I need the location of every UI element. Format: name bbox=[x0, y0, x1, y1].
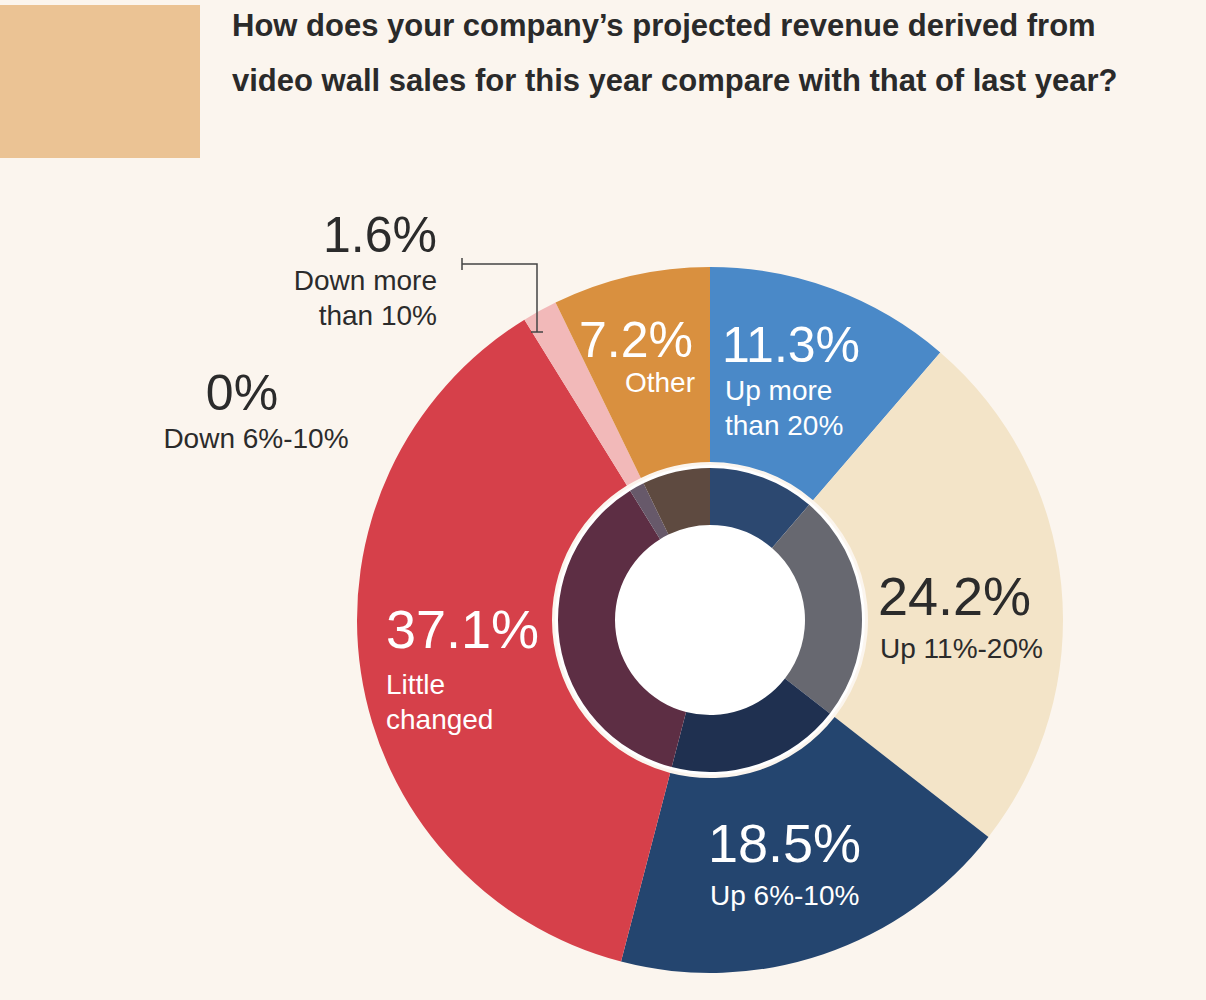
category-label: Little changed bbox=[386, 669, 493, 735]
ring-separator bbox=[555, 465, 865, 775]
inner-slice bbox=[643, 468, 710, 535]
donut bbox=[357, 267, 1063, 973]
value-label: 7.2% bbox=[579, 312, 693, 368]
value-label: 24.2% bbox=[878, 566, 1031, 626]
text-line: Up more bbox=[725, 375, 832, 406]
value-label: 1.6% bbox=[323, 207, 437, 263]
title-box bbox=[0, 5, 200, 158]
text-line: changed bbox=[386, 704, 493, 735]
category-label: Up more than 20% bbox=[725, 375, 843, 441]
background bbox=[0, 0, 1206, 1000]
text-line: Little bbox=[386, 669, 445, 700]
value-label: 18.5% bbox=[708, 813, 861, 873]
title: How does your company’s projected revenu… bbox=[232, 8, 1118, 98]
text-line: than 10% bbox=[319, 300, 437, 331]
callout-line bbox=[462, 258, 543, 332]
value-label: 11.3% bbox=[722, 317, 860, 373]
value-label: 0% bbox=[206, 365, 278, 421]
category-label: Down more than 10% bbox=[294, 265, 437, 331]
text-line: Down more bbox=[294, 265, 437, 296]
chart: How does your company’s projected revenu… bbox=[0, 0, 1206, 1000]
text-line: video wall sales for this year compare w… bbox=[232, 63, 1118, 98]
category-label: Up 6%-10% bbox=[710, 880, 859, 911]
category-label: Other bbox=[625, 367, 695, 398]
text-line: Down 6%-10% bbox=[163, 423, 348, 454]
text-line: Other bbox=[625, 367, 695, 398]
category-label: Down 6%-10% bbox=[163, 423, 348, 454]
text-line: than 20% bbox=[725, 410, 843, 441]
category-label: Up 11%-20% bbox=[880, 633, 1043, 664]
donut-hole bbox=[617, 527, 803, 713]
value-label: 37.1% bbox=[386, 599, 539, 659]
slice bbox=[556, 267, 710, 478]
text-line: Up 11%-20% bbox=[880, 633, 1043, 664]
text-line: How does your company’s projected revenu… bbox=[232, 8, 1096, 43]
text-line: Up 6%-10% bbox=[710, 880, 859, 911]
